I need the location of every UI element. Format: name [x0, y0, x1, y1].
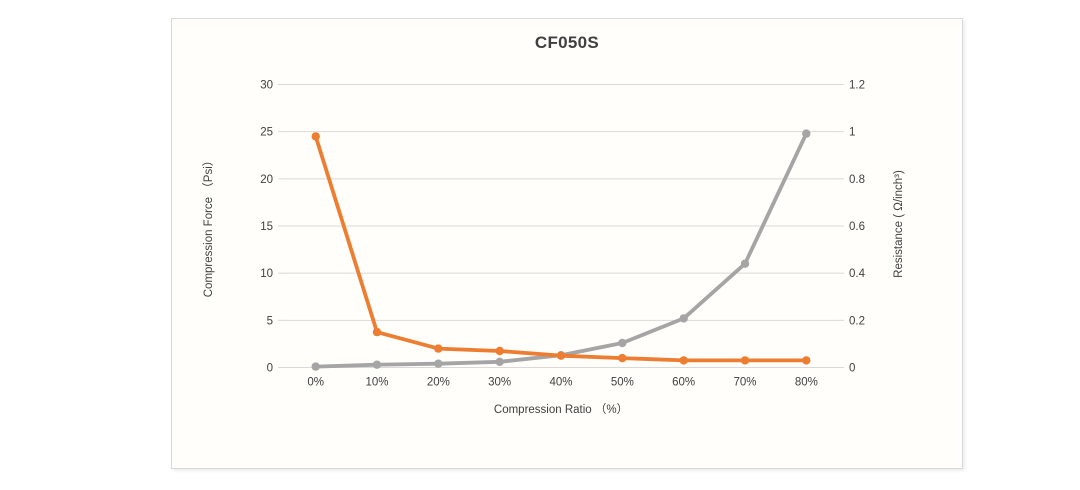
series-point-compression-force	[434, 359, 443, 368]
series-point-resistance	[802, 356, 811, 365]
x-tick-label: 60%	[672, 377, 695, 389]
series-point-resistance	[556, 351, 566, 360]
series-point-compression-force	[618, 338, 627, 348]
series-point-compression-force	[802, 129, 811, 138]
y-right-tick-label: 1	[849, 127, 855, 139]
series-point-resistance	[372, 327, 382, 337]
series-line-resistance	[313, 134, 809, 363]
series-point-resistance	[311, 132, 320, 141]
y-left-tick-label: 0	[267, 363, 273, 375]
y-left-tick-label: 20	[260, 174, 273, 186]
y-left-tick-label: 25	[260, 127, 273, 139]
x-tick-label: 30%	[488, 377, 511, 389]
y-right-tick-label: 0.6	[849, 221, 865, 233]
series-point-resistance	[679, 356, 688, 365]
series-point-resistance	[740, 356, 750, 365]
series-point-resistance	[618, 353, 627, 363]
x-tick-label: 20%	[427, 377, 450, 389]
x-tick-label: 0%	[307, 377, 324, 389]
series-point-compression-force	[311, 362, 320, 371]
series-line-compression-force	[313, 131, 809, 369]
chart-title: CF050S	[534, 33, 600, 52]
y-left-tick-label: 10	[260, 268, 273, 280]
y-right-tick-label: 0.2	[849, 315, 865, 327]
y-left-tick-label: 5	[267, 315, 273, 327]
x-tick-label: 80%	[795, 377, 818, 389]
y-right-tick-label: 1.2	[849, 80, 865, 92]
y-left-tick-label: 30	[260, 80, 273, 92]
x-tick-label: 50%	[611, 377, 634, 389]
chart-frame: CF050S Compression Force （Psi） Resistanc…	[171, 18, 963, 469]
series-point-compression-force	[372, 360, 382, 369]
x-tick-label: 70%	[733, 377, 756, 389]
x-axis-title: Compression Ratio （%）	[493, 404, 629, 416]
x-tick-label: 40%	[549, 377, 572, 389]
series-point-resistance	[434, 344, 443, 353]
series-point-compression-force	[679, 314, 688, 323]
plot-area: 0 0 5 0.2 10 0.4 15 0.6 20 0.8 25 1 30 1.2 0% 10% 20% 30%…	[260, 80, 866, 389]
series-point-compression-force	[740, 259, 750, 268]
x-tick-label: 10%	[365, 377, 388, 389]
y-right-tick-label: 0.8	[849, 174, 865, 186]
y-right-tick-label: 0.4	[849, 268, 866, 280]
series-point-compression-force	[495, 357, 504, 366]
y-left-tick-label: 15	[260, 221, 273, 233]
y-right-tick-label: 0	[849, 363, 855, 375]
series-point-resistance	[495, 346, 504, 356]
